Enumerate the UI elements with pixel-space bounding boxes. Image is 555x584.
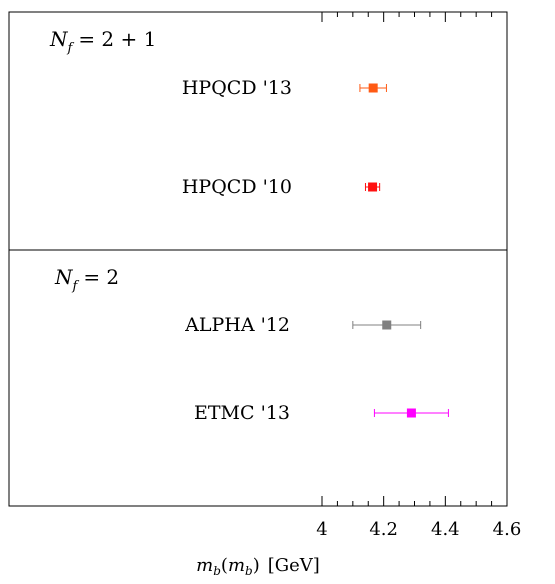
- x-tick-label: 4.6: [493, 519, 522, 540]
- entry-label: ALPHA '12: [184, 314, 290, 336]
- entry-label: ETMC '13: [194, 402, 290, 424]
- entry-label: HPQCD '10: [182, 176, 292, 198]
- entry-label: HPQCD '13: [182, 77, 292, 99]
- data-point: [382, 320, 392, 330]
- data-point: [406, 408, 416, 418]
- panel-header: Nf = 2: [54, 265, 119, 294]
- x-axis-ticks: [321, 12, 508, 506]
- panel-header: Nf = 2 + 1: [49, 27, 156, 56]
- panel: Nf = 2 ALPHA '12 ETMC '13: [54, 265, 449, 424]
- x-axis-label: mb(mb) [GeV]: [196, 555, 320, 578]
- x-axis-tick-labels: 4 4.2 4.4 4.6: [316, 519, 521, 540]
- x-tick-label: 4.4: [431, 519, 460, 540]
- panel: Nf = 2 + 1 HPQCD '13 HPQCD '10: [49, 27, 387, 198]
- data-point: [368, 83, 378, 93]
- panels: Nf = 2 + 1 HPQCD '13 HPQCD '10 Nf = 2 ALPHA '1…: [49, 27, 449, 424]
- x-tick-label: 4.2: [369, 519, 398, 540]
- plot-frame: [8, 11, 508, 507]
- x-tick-label: 4: [316, 519, 327, 540]
- data-point: [368, 182, 378, 192]
